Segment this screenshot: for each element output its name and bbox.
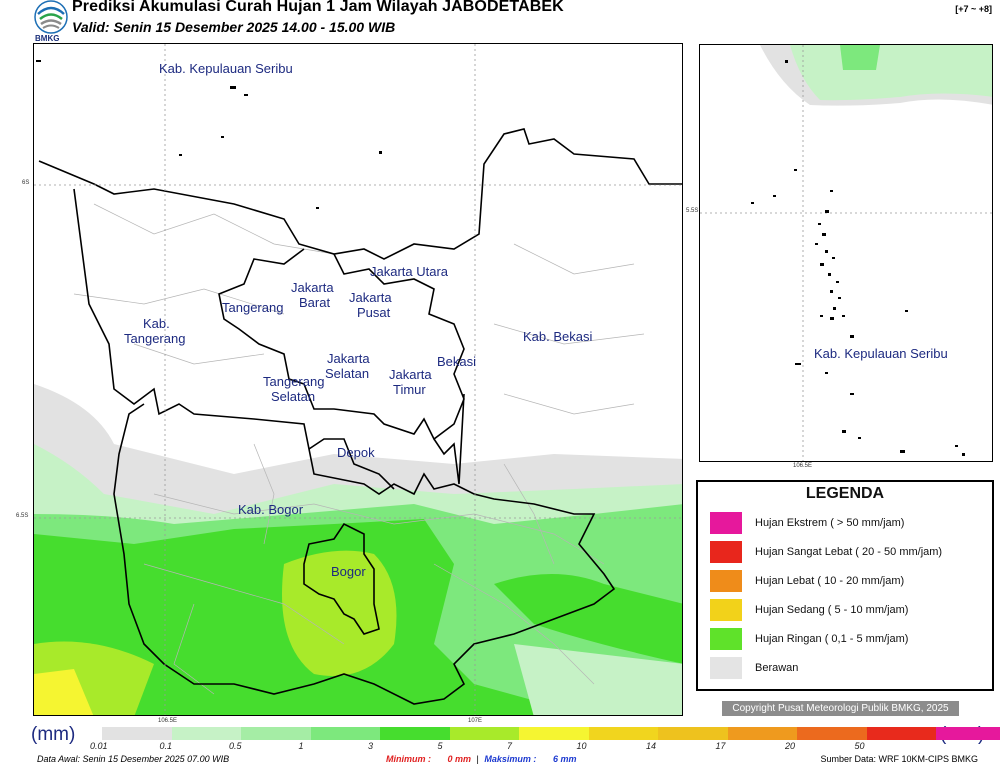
colorbar-cell [171, 727, 242, 740]
logo-text: BMKG [35, 34, 60, 43]
colorbar-label: 0.5 [229, 741, 242, 751]
min-max-separator: | [476, 754, 479, 764]
legend-label-sedang: Hujan Sedang ( 5 - 10 mm/jam) [755, 604, 909, 616]
inset-label-kep-seribu: Kab. Kepulauan Seribu [814, 346, 948, 361]
label-bekasi: Bekasi [437, 354, 477, 369]
colorbar-label: 20 [785, 741, 796, 751]
colorbar-cell [102, 727, 172, 740]
label-kab-tangerang-2: Tangerang [124, 331, 186, 346]
min-value: 0 mm [447, 754, 472, 764]
colorbar-cell [588, 727, 659, 740]
legend-title: LEGENDA [805, 485, 885, 502]
max-value: 6 mm [552, 754, 577, 764]
colorbar-label: 0.1 [159, 741, 173, 751]
valid-time: Valid: Senin 15 Desember 2025 14.00 - 15… [72, 19, 396, 35]
label-jakarta-barat-2: Barat [299, 295, 331, 310]
legend-panel: LEGENDA Hujan Ekstrem ( > 50 mm/jam) Huj… [696, 480, 994, 691]
colorbar-cell [797, 727, 867, 740]
label-jakarta-pusat-1: Jakarta [349, 290, 392, 305]
label-kep-seribu: Kab. Kepulauan Seribu [159, 61, 293, 76]
legend-swatch-ringan [710, 628, 742, 650]
colorbar-label: 7 [507, 741, 513, 751]
colorbar-label: 3 [368, 741, 374, 751]
inset-map [699, 44, 993, 462]
legend-label-ringan: Hujan Ringan ( 0,1 - 5 mm/jam) [755, 633, 909, 645]
legend-label-sangat-lebat: Hujan Sangat Lebat ( 20 - 50 mm/jam) [755, 546, 943, 558]
inset-lat-tick: 5.5S [686, 208, 699, 214]
label-tangsel-1: Tangerang [263, 374, 325, 389]
label-bogor: Bogor [331, 564, 366, 579]
colorbar-cell [866, 727, 937, 740]
legend-label-ekstrem: Hujan Ekstrem ( > 50 mm/jam) [755, 517, 905, 529]
lon-tick-106-5e: 106.5E [158, 718, 178, 724]
label-jakarta-timur-1: Jakarta [389, 367, 432, 382]
bmkg-logo [33, 0, 69, 44]
inset-map-canvas [700, 45, 992, 461]
colorbar-label: 17 [715, 741, 726, 751]
label-jakarta-barat-1: Jakarta [291, 280, 334, 295]
legend-swatch-ekstrem [710, 512, 742, 534]
inset-lon-tick: 106.5E [793, 463, 813, 469]
page-title: Prediksi Akumulasi Curah Hujan 1 Jam Wil… [72, 0, 564, 15]
colorbar-label: 10 [576, 741, 587, 751]
legend-swatch-sedang [710, 599, 742, 621]
legend-label-lebat: Hujan Lebat ( 10 - 20 mm/jam) [755, 575, 905, 587]
colorbar-cell [310, 727, 381, 740]
legend-label-berawan: Berawan [755, 662, 799, 674]
colorbar-label: 0.01 [90, 741, 108, 751]
footer-min-max: Minimum : 0 mm | Maksimum : 6 mm [386, 754, 576, 764]
label-jakarta-timur-2: Timur [393, 382, 426, 397]
colorbar-cell [727, 727, 798, 740]
legend-swatch-sangat-lebat [710, 541, 742, 563]
legend-swatch-lebat [710, 570, 742, 592]
colorbar-cell [380, 727, 450, 740]
label-jakarta-selatan-1: Jakarta [327, 351, 370, 366]
colorbar-label: 14 [646, 741, 657, 751]
min-label: Minimum : [386, 754, 431, 764]
lon-tick-107e: 107E [468, 718, 483, 724]
legend-swatch-berawan [710, 657, 742, 679]
colorbar-unit-left: (mm) [31, 724, 76, 745]
forecast-range: [+7 ~ +8] [955, 4, 992, 14]
label-jakarta-utara: Jakarta Utara [370, 264, 449, 279]
colorbar-cell [241, 727, 311, 740]
main-map-canvas [34, 44, 682, 715]
label-kab-tangerang-1: Kab. [143, 316, 170, 331]
colorbar-cell [449, 727, 520, 740]
label-jakarta-pusat-2: Pusat [357, 305, 391, 320]
footer-source: Sumber Data: WRF 10KM-CIPS BMKG [820, 754, 978, 764]
colorbar-label: 50 [854, 741, 865, 751]
max-label: Maksimum : [484, 754, 537, 764]
colorbar-cell [658, 727, 728, 740]
label-tangsel-2: Selatan [271, 389, 316, 404]
lat-tick-6-5s: 6.5S [16, 513, 29, 519]
label-tangerang: Tangerang [222, 300, 284, 315]
copyright-banner: Copyright Pusat Meteorologi Publik BMKG,… [722, 701, 959, 716]
colorbar-label: 1 [298, 741, 304, 751]
colorbar-label: 5 [437, 741, 443, 751]
colorbar-cell [936, 727, 1000, 740]
label-kab-bogor: Kab. Bogor [238, 502, 304, 517]
main-map [33, 43, 683, 716]
colorbar-cell [519, 727, 589, 740]
footer-data-awal: Data Awal: Senin 15 Desember 2025 07.00 … [37, 754, 230, 764]
label-kab-bekasi: Kab. Bekasi [523, 329, 593, 344]
lat-tick-6s: 6S [22, 180, 30, 186]
label-depok: Depok [337, 445, 375, 460]
label-jakarta-selatan-2: Selatan [325, 366, 370, 381]
